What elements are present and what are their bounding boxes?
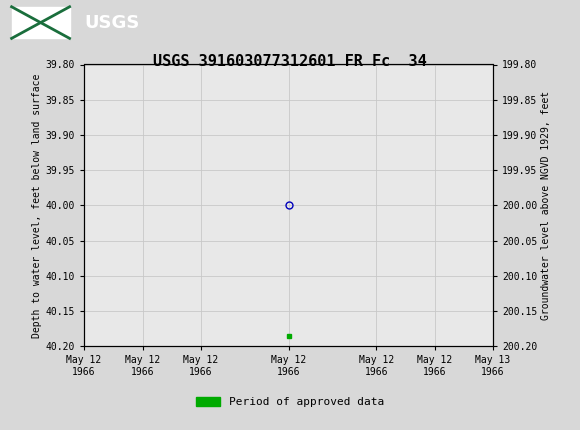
Y-axis label: Groundwater level above NGVD 1929, feet: Groundwater level above NGVD 1929, feet (542, 91, 552, 320)
Text: USGS: USGS (84, 14, 139, 31)
Text: USGS 391603077312601 FR Fc  34: USGS 391603077312601 FR Fc 34 (153, 54, 427, 69)
FancyBboxPatch shape (12, 7, 70, 38)
Y-axis label: Depth to water level, feet below land surface: Depth to water level, feet below land su… (31, 73, 42, 338)
Legend: Period of approved data: Period of approved data (191, 393, 389, 412)
